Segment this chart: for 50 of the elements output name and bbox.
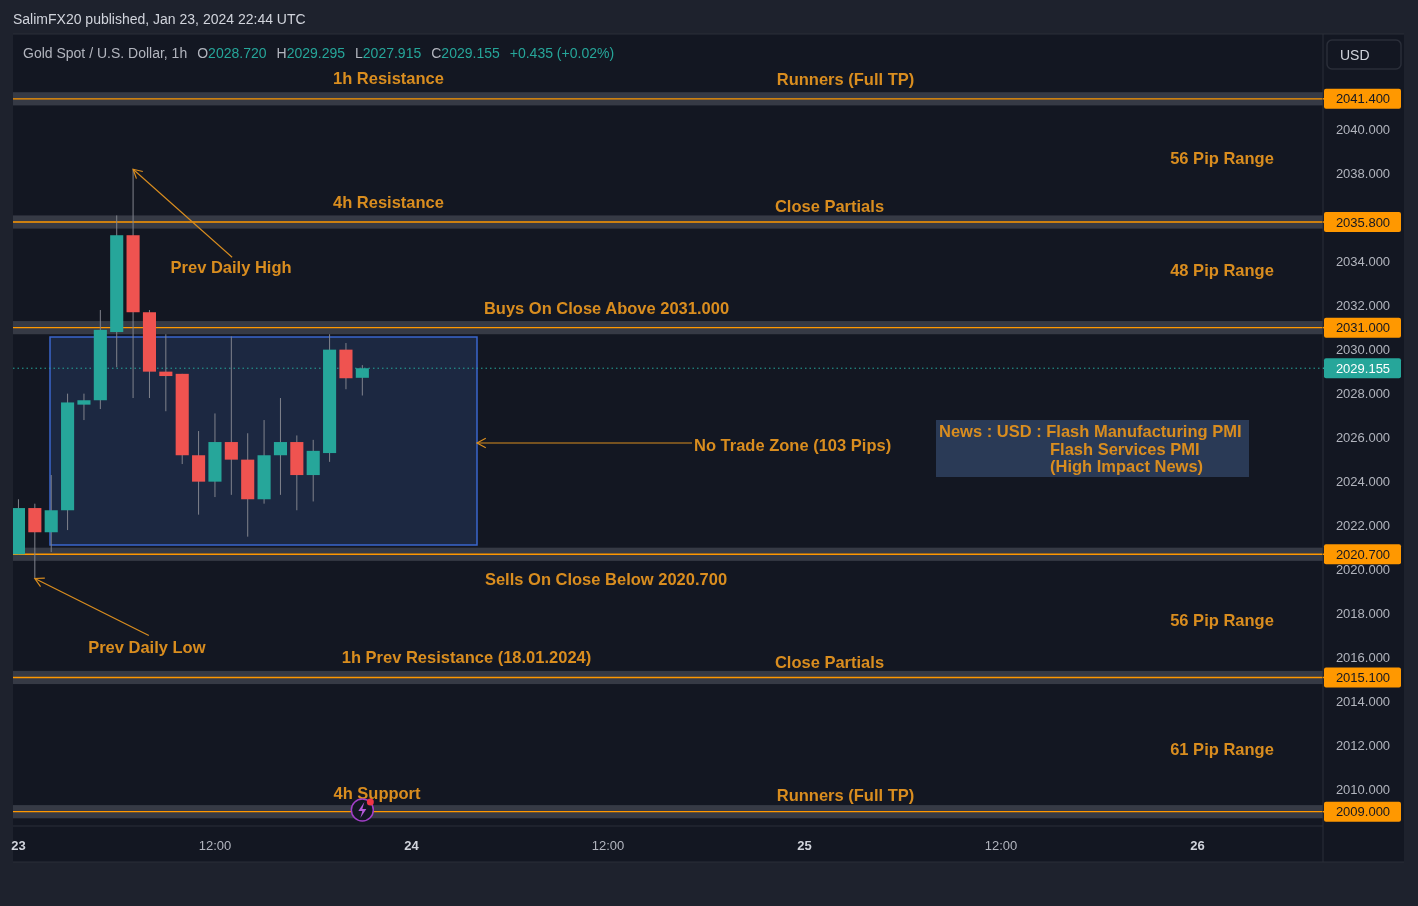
annotation: Runners (Full TP) (776, 70, 915, 88)
ref-line-label: 2020.700 (1335, 546, 1391, 562)
y-tick-label: 2022.000 (1335, 518, 1391, 534)
annotation: Buys On Close Above 2031.000 (483, 299, 730, 317)
annotation: 61 Pip Range (1170, 740, 1274, 758)
y-tick-label: 2034.000 (1335, 254, 1391, 270)
annotation: Prev Daily High (170, 258, 292, 277)
ref-line-label: 2041.400 (1335, 91, 1391, 107)
y-tick-label: 2016.000 (1335, 650, 1391, 666)
ref-line-label: 2009.000 (1335, 804, 1391, 820)
x-tick-label: 26 (1190, 837, 1205, 853)
y-tick-label: 2024.000 (1335, 474, 1391, 490)
annotation: Close Partials (774, 197, 885, 215)
annotation: 56 Pip Range (1170, 149, 1274, 167)
annotation: News : USD : Flash Manufacturing PMI Flash Services PMI (High Impact News) (939, 422, 1242, 475)
y-tick-label: 2028.000 (1335, 386, 1391, 402)
x-tick-label: 12:00 (984, 837, 1018, 853)
annotation: 1h Prev Resistance (18.01.2024) (341, 648, 592, 666)
x-tick-label: 24 (404, 837, 420, 853)
y-tick-label: 2010.000 (1335, 782, 1391, 798)
annotation: 56 Pip Range (1170, 611, 1274, 629)
y-tick-label: 2018.000 (1335, 606, 1391, 622)
y-axis-title: USD (1340, 47, 1370, 63)
annotation: Sells On Close Below 2020.700 (484, 570, 728, 588)
y-tick-label: 2014.000 (1335, 694, 1391, 710)
chart-title: SalimFX20 published, Jan 23, 2024 22:44 UTC (13, 11, 306, 27)
annotation: No Trade Zone (103 Pips) (694, 436, 892, 454)
y-tick-label: 2040.000 (1335, 122, 1391, 138)
y-tick-label: 2038.000 (1335, 166, 1391, 182)
x-tick-label: 12:00 (198, 837, 232, 853)
ref-line-label: 2035.800 (1335, 214, 1391, 230)
y-tick-label: 2030.000 (1335, 342, 1391, 358)
annotation: Prev Daily Low (88, 638, 206, 657)
ref-line-label: 2031.000 (1335, 320, 1391, 336)
ref-line-label: 2015.100 (1335, 669, 1391, 685)
y-tick-label: 2026.000 (1335, 430, 1391, 446)
text: Gold Spot / U.S. Dollar, 1h O2028.720 H2029.295 L2027.915 C2029.155 +0.435 (+0.02%) (23, 45, 615, 61)
x-tick-label: 25 (797, 837, 812, 853)
y-tick-label: 2012.000 (1335, 738, 1391, 754)
ref-line-label: 2029.155 (1335, 360, 1391, 376)
y-tick-label: 2020.000 (1335, 562, 1391, 578)
annotation: 1h Resistance (333, 69, 444, 87)
annotation: 4h Resistance (333, 193, 444, 211)
x-tick-label: 23 (11, 837, 26, 853)
annotation: Runners (Full TP) (776, 786, 915, 804)
x-tick-label: 12:00 (591, 837, 625, 853)
y-tick-label: 2032.000 (1335, 298, 1391, 314)
annotation: 4h Support (333, 784, 422, 802)
annotation: Close Partials (774, 653, 885, 671)
annotation: 48 Pip Range (1170, 261, 1274, 279)
